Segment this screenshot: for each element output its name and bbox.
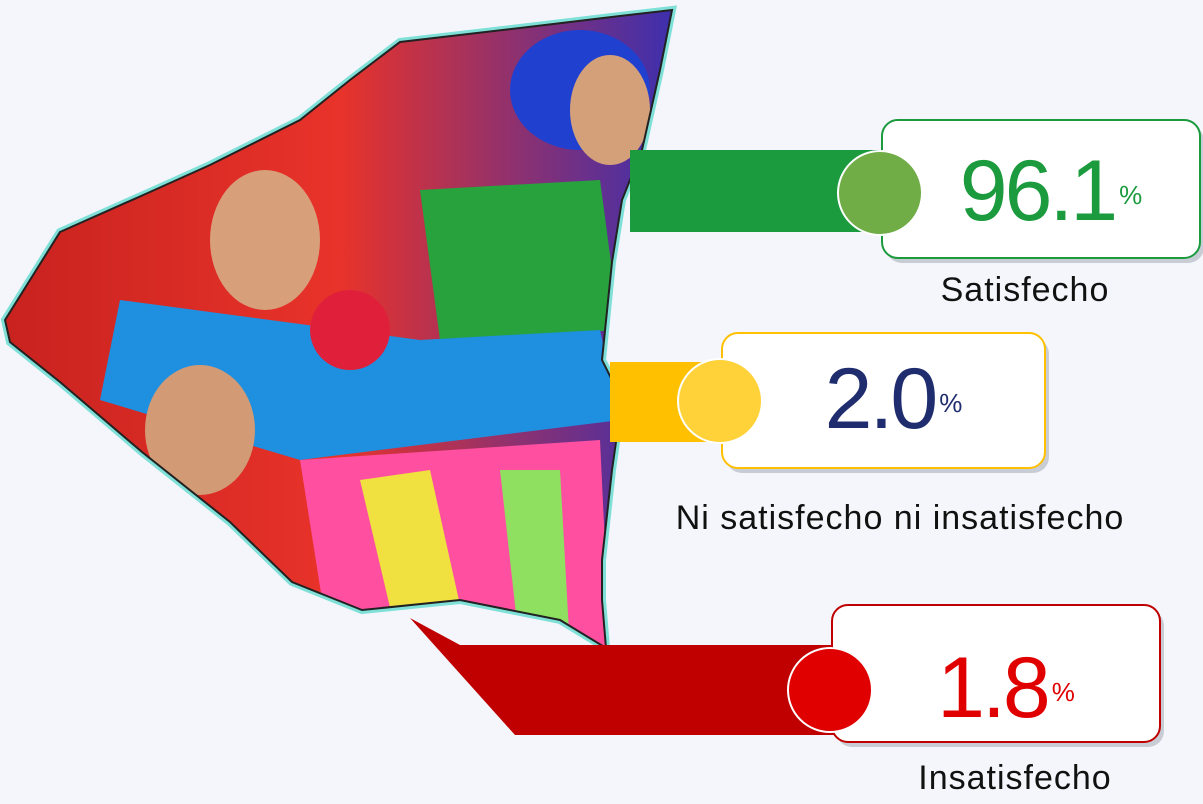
map-photo — [0, 0, 680, 660]
value-dot — [678, 359, 762, 443]
value-unit: % — [1052, 677, 1075, 707]
value-unit: % — [1119, 180, 1142, 210]
value-number: 1.8 — [937, 640, 1048, 736]
value-unit: % — [939, 388, 962, 418]
value-dot — [838, 151, 922, 235]
value-dot — [788, 648, 872, 732]
chart: 96.1% Satisfecho 2.0% Ni satisfecho ni insa… — [0, 0, 1203, 804]
value-number: 96.1 — [960, 143, 1115, 239]
bar — [410, 618, 840, 735]
category-label: Ni satisfecho ni insatisfecho — [676, 499, 1125, 537]
category-label: Insatisfecho — [918, 759, 1111, 797]
value-label: 96.1% — [960, 143, 1143, 239]
category-label: Satisfecho — [941, 271, 1110, 309]
value-number: 2.0 — [825, 351, 936, 447]
